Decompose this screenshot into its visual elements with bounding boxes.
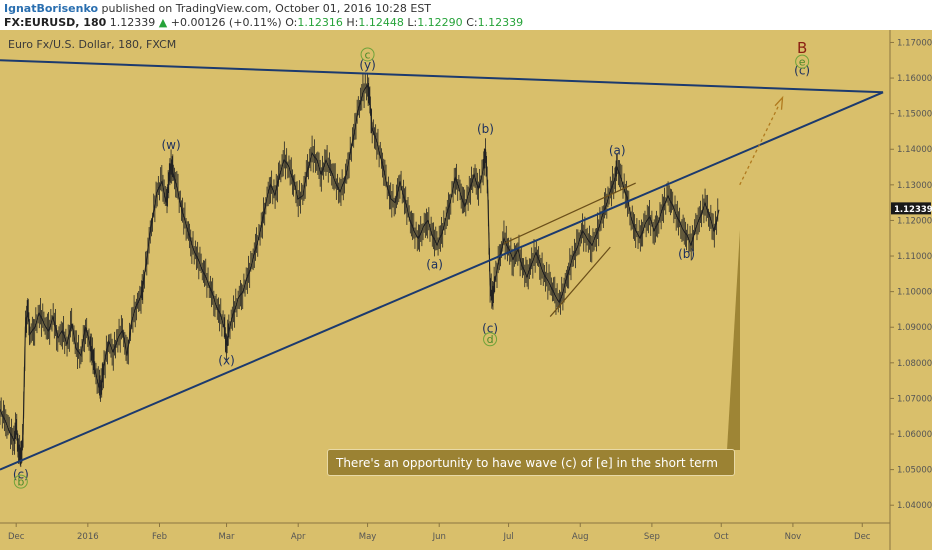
circle-marker — [13, 474, 28, 489]
y-tick-label: 1.08000 — [897, 359, 932, 369]
low-label: L: — [407, 16, 418, 29]
circle-label: b — [17, 476, 24, 489]
author-link[interactable]: IgnatBorisenko — [4, 2, 99, 15]
publish-line: IgnatBorisenko published on TradingView.… — [4, 2, 431, 15]
x-axis: Dec 2016 Feb Mar Apr May Jun Jul Aug Sep Oct Nov Dec — [8, 523, 871, 542]
last-price: 1.12339 — [109, 16, 156, 29]
y-tick-label: 1.17000 — [897, 38, 932, 48]
wave-label: (x) — [218, 354, 234, 368]
x-tick-label: Jun — [432, 532, 446, 542]
circle-marker — [360, 47, 375, 62]
close-value: 1.12339 — [477, 16, 524, 29]
circle-label: e — [799, 56, 806, 69]
low-value: 1.12290 — [417, 16, 463, 29]
plot-background — [0, 30, 890, 523]
y-tick-label: 1.06000 — [897, 430, 932, 440]
wave-label: (a) — [426, 257, 443, 271]
open-label: O: — [285, 16, 298, 29]
circle-label: c — [365, 48, 371, 61]
circle-marker — [795, 54, 810, 69]
wave-label: (c) — [13, 468, 29, 482]
y-tick-label: 1.05000 — [897, 466, 932, 476]
y-axis: 1.17000 1.16000 1.15000 1.14000 1.13000 1.120… — [890, 38, 932, 511]
change-arrow-icon: ▲ — [158, 16, 168, 29]
price-tag: 1.12339 — [891, 202, 932, 215]
symbol-label: FX:EURUSD, 180 — [4, 16, 107, 29]
x-tick-label: Sep — [644, 532, 660, 542]
high-label: H: — [346, 16, 359, 29]
x-tick-label: Feb — [152, 532, 167, 542]
x-tick-label: Apr — [291, 532, 306, 542]
projection-arrow — [739, 104, 780, 186]
x-tick-label: Dec — [854, 532, 871, 542]
close-label: C: — [466, 16, 478, 29]
chart-title: Euro Fx/U.S. Dollar, 180, FXCM — [8, 38, 176, 51]
quote-line: FX:EURUSD, 180 1.12339 ▲ +0.00126 (+0.11… — [4, 16, 523, 29]
trendlines — [0, 59, 884, 471]
degree-label: B — [797, 39, 807, 57]
trendline — [0, 91, 884, 471]
x-tick-label: Oct — [714, 532, 729, 542]
change-value: +0.00126 (+0.11%) — [170, 16, 282, 29]
annotation-note: There's an opportunity to have wave (c) … — [327, 449, 735, 476]
circle-marker — [483, 332, 498, 347]
open-value: 1.12316 — [297, 16, 343, 29]
wave-label: (c) — [482, 322, 498, 336]
wave-label: (b) — [477, 122, 494, 136]
circle-label: d — [487, 333, 494, 346]
price-series — [0, 73, 720, 468]
y-tick-label: 1.16000 — [897, 74, 932, 84]
wave-label: (y) — [359, 58, 375, 72]
y-tick-label: 1.14000 — [897, 145, 932, 155]
price-tag-label: 1.12339 — [894, 205, 932, 215]
x-tick-label: 2016 — [77, 532, 99, 542]
high-value: 1.12448 — [358, 16, 404, 29]
x-tick-label: Nov — [785, 532, 802, 542]
y-tick-label: 1.07000 — [897, 394, 932, 404]
price-tag-box — [891, 202, 931, 215]
y-tick-label: 1.04000 — [897, 501, 932, 511]
price-axis-area — [890, 30, 932, 550]
channel-line-lower — [549, 246, 611, 317]
header-bar: IgnatBorisenko published on TradingView.… — [0, 0, 932, 30]
wave-label: (b) — [678, 247, 695, 261]
time-axis-area — [0, 523, 890, 550]
note-pointer — [727, 230, 740, 450]
wave-label: (a) — [609, 144, 626, 158]
y-tick-label: 1.15000 — [897, 110, 932, 120]
y-tick-label: 1.11000 — [897, 252, 932, 262]
y-tick-label: 1.12000 — [897, 216, 932, 226]
wave-label: (w) — [161, 138, 180, 152]
channel-line-upper — [503, 182, 636, 245]
price-chart[interactable]: Euro Fx/U.S. Dollar, 180, FXCM 1.170001.… — [0, 30, 932, 550]
trendline — [0, 59, 884, 94]
publish-info: published on TradingView.com, October 01… — [98, 2, 432, 15]
x-tick-label: Jul — [502, 532, 513, 542]
y-tick-label: 1.09000 — [897, 323, 932, 333]
y-tick-label: 1.10000 — [897, 288, 932, 298]
x-tick-label: May — [359, 532, 377, 542]
x-tick-label: Dec — [8, 532, 25, 542]
x-tick-label: Mar — [219, 532, 236, 542]
y-tick-label: 1.13000 — [897, 181, 932, 191]
projection-arrowhead — [774, 95, 784, 110]
x-tick-label: Aug — [572, 532, 589, 542]
